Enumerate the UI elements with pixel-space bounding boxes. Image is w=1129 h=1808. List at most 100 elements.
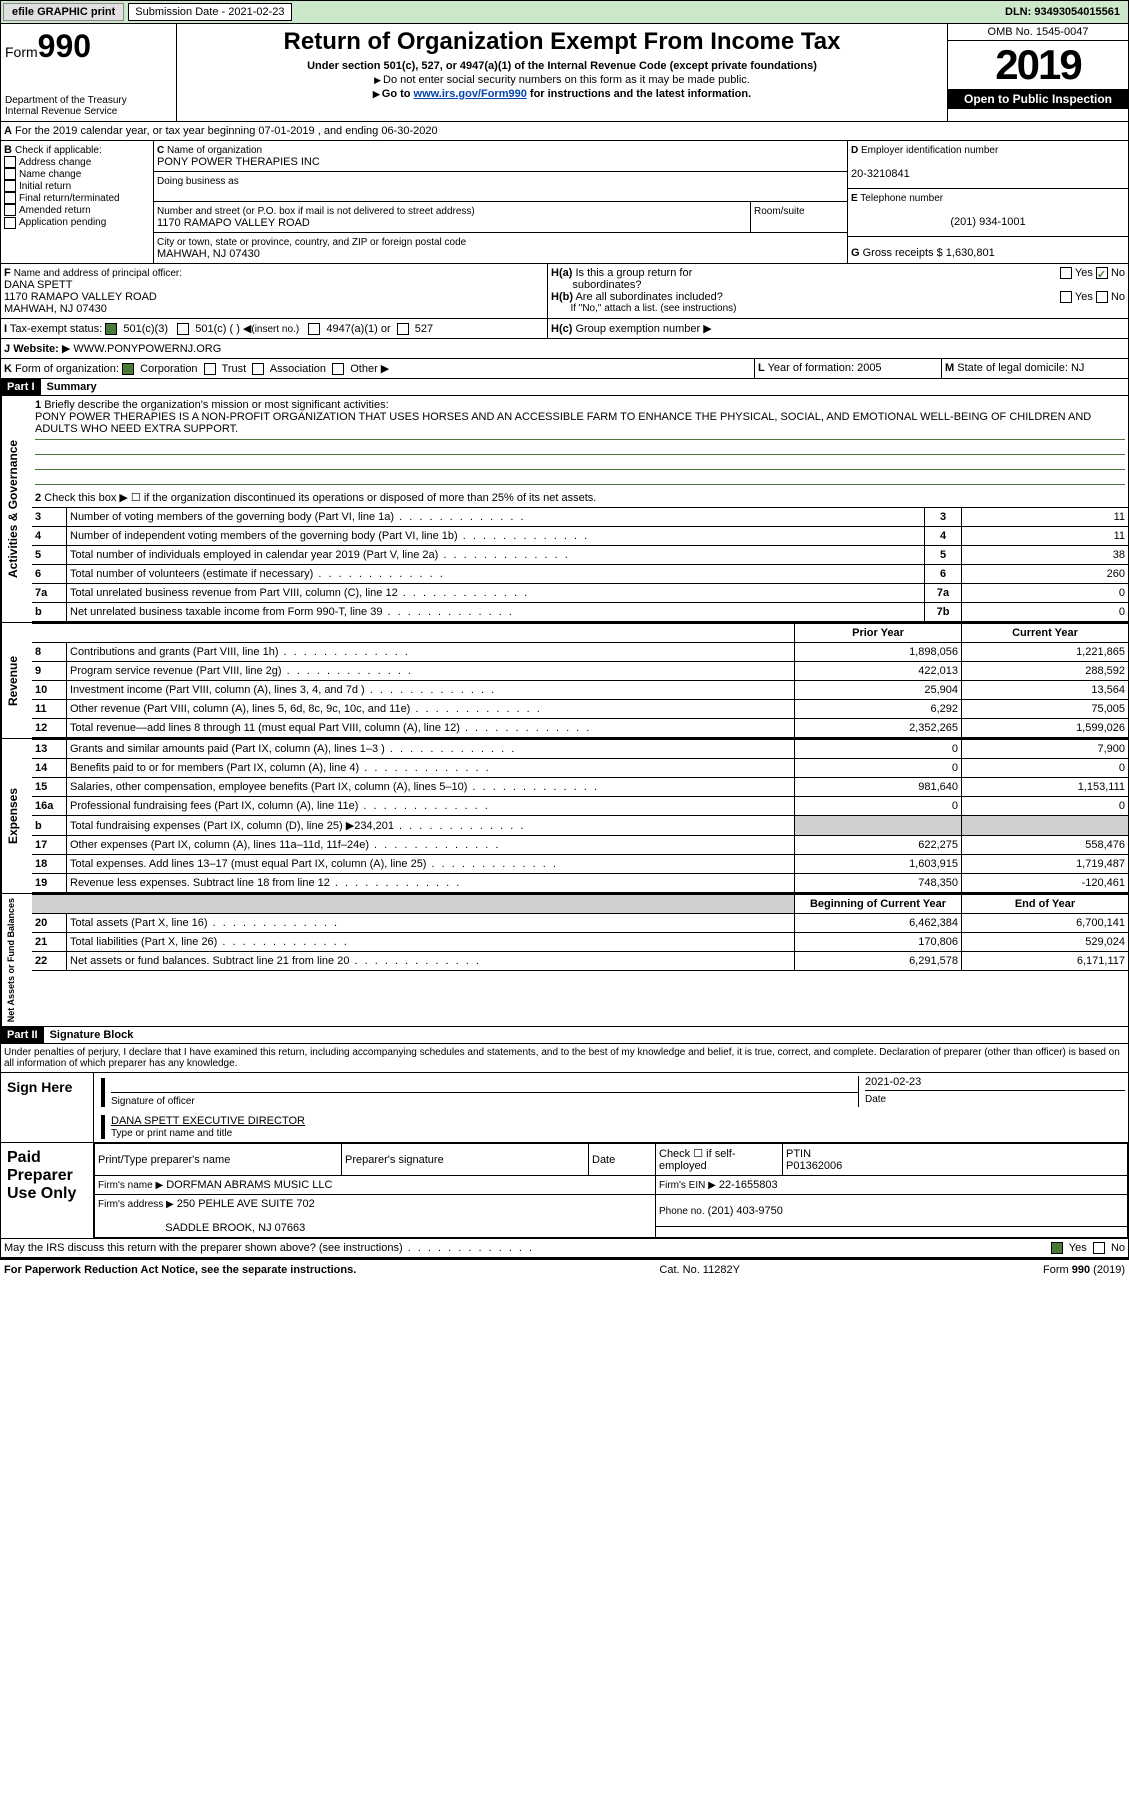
paid-preparer-block: Paid Preparer Use Only Print/Type prepar… xyxy=(0,1143,1129,1239)
officer-city: MAHWAH, NJ 07430 xyxy=(4,303,107,315)
pra-notice: For Paperwork Reduction Act Notice, see … xyxy=(4,1264,356,1276)
street-address: 1170 RAMAPO VALLEY ROAD xyxy=(157,217,310,229)
form-label: Form xyxy=(5,44,38,60)
efile-print-button[interactable]: efile GRAPHIC print xyxy=(3,3,124,21)
ein-label: Employer identification number xyxy=(861,145,998,156)
ha-text2: subordinates? xyxy=(572,279,641,291)
tax-status-label: Tax-exempt status: xyxy=(10,323,102,335)
q1: Briefly describe the organization's miss… xyxy=(44,399,388,411)
period-line: For the 2019 calendar year, or tax year … xyxy=(15,125,438,137)
prep-check: Check ☐ if self-employed xyxy=(656,1144,783,1176)
sign-here-label: Sign Here xyxy=(1,1073,94,1142)
irs-link[interactable]: www.irs.gov/Form990 xyxy=(414,88,527,100)
section-activities: Activities & Governance xyxy=(1,396,32,622)
501c: 501(c) ( ) xyxy=(195,323,240,335)
section-revenue: Revenue xyxy=(1,623,32,738)
no-label-2: No xyxy=(1111,291,1125,303)
ein-value: 20-3210841 xyxy=(851,168,910,180)
penalties-text: Under penalties of perjury, I declare th… xyxy=(1,1044,1128,1072)
prep-date-h: Date xyxy=(589,1144,656,1176)
entity-block: B Check if applicable: Address change Na… xyxy=(0,141,1129,264)
ein-val2: 22-1655803 xyxy=(719,1179,778,1191)
irs-label: Internal Revenue Service xyxy=(5,106,172,117)
hb-note: If "No," attach a list. (see instruction… xyxy=(570,303,736,314)
cat-no: Cat. No. 11282Y xyxy=(659,1264,740,1276)
phone-label: Telephone number xyxy=(860,193,943,204)
k-other: Other xyxy=(350,363,378,375)
firm-phone-label: Phone no. xyxy=(659,1206,705,1217)
phone-value: (201) 934-1001 xyxy=(851,216,1125,228)
sig-date-label: Date xyxy=(865,1094,886,1105)
part1-bar: Part I xyxy=(1,379,41,395)
return-title: Return of Organization Exempt From Incom… xyxy=(181,28,943,56)
ha-text: Is this a group return for xyxy=(575,267,692,279)
prep-name-h: Print/Type preparer's name xyxy=(95,1144,342,1176)
dba-label: Doing business as xyxy=(157,176,239,187)
ptin-label: PTIN xyxy=(786,1148,811,1160)
domicile-val: NJ xyxy=(1071,362,1084,374)
form-org-label: Form of organization: xyxy=(15,363,119,375)
omb-number: OMB No. 1545-0047 xyxy=(948,24,1128,41)
yes-label-2: Yes xyxy=(1075,291,1093,303)
gross-label: Gross receipts $ xyxy=(863,247,943,259)
subtitle-1: Under section 501(c), 527, or 4947(a)(1)… xyxy=(181,60,943,72)
paid-preparer-label: Paid Preparer Use Only xyxy=(1,1143,94,1238)
527: 527 xyxy=(415,323,433,335)
hc-text: Group exemption number xyxy=(575,323,700,335)
firm-addr-val: 250 PEHLE AVE SUITE 702 xyxy=(177,1198,315,1210)
section-expenses: Expenses xyxy=(1,739,32,893)
tax-year: 2019 xyxy=(948,41,1128,89)
open-to-public: Open to Public Inspection xyxy=(948,89,1128,109)
dept-label: Department of the Treasury xyxy=(5,95,172,106)
firm-label: Firm's name ▶ xyxy=(98,1180,163,1191)
addr-label: Number and street (or P.O. box if mail i… xyxy=(157,206,475,217)
part2-title: Signature Block xyxy=(50,1029,134,1041)
officer-addr: 1170 RAMAPO VALLEY ROAD xyxy=(4,291,157,303)
city-state-zip: MAHWAH, NJ 07430 xyxy=(157,248,260,260)
year-form-label: Year of formation: xyxy=(768,362,854,374)
b-item-2: Initial return xyxy=(19,181,71,192)
goto-prefix: Go to xyxy=(382,88,414,100)
part2-bar: Part II xyxy=(1,1027,44,1043)
501c3: 501(c)(3) xyxy=(123,323,168,335)
ptin-val: P01362006 xyxy=(786,1160,842,1172)
discuss-text: May the IRS discuss this return with the… xyxy=(4,1242,534,1254)
c-name-label: Name of organization xyxy=(167,145,262,156)
k-trust: Trust xyxy=(222,363,247,375)
footer: For Paperwork Reduction Act Notice, see … xyxy=(0,1258,1129,1280)
sig-date-val: 2021-02-23 xyxy=(865,1076,921,1088)
topbar: efile GRAPHIC print Submission Date - 20… xyxy=(0,0,1129,24)
sig-type-label: Type or print name and title xyxy=(111,1128,232,1139)
no-label: No xyxy=(1111,267,1125,279)
gross-value: 1,630,801 xyxy=(946,247,995,259)
dln: DLN: 93493054015561 xyxy=(1005,6,1126,18)
b-title: Check if applicable: xyxy=(15,145,102,156)
form-header: Form990 Department of the Treasury Inter… xyxy=(0,24,1129,122)
officer-name: DANA SPETT xyxy=(4,279,72,291)
sign-here-block: Sign Here Signature of officer 2021-02-23… xyxy=(0,1073,1129,1143)
prep-sig-h: Preparer's signature xyxy=(342,1144,589,1176)
k-corp: Corporation xyxy=(140,363,197,375)
year-form-val: 2005 xyxy=(857,362,881,374)
b-item-1: Name change xyxy=(19,169,81,180)
section-net: Net Assets or Fund Balances xyxy=(1,894,32,1026)
website-value: WWW.PONYPOWERNJ.ORG xyxy=(73,343,221,355)
sig-officer-label: Signature of officer xyxy=(111,1096,195,1107)
b-item-0: Address change xyxy=(19,157,91,168)
mission-text: PONY POWER THERAPIES IS A NON-PROFIT ORG… xyxy=(35,411,1091,435)
discuss-no: No xyxy=(1111,1242,1125,1254)
part1-title: Summary xyxy=(47,381,97,393)
website-label: Website: xyxy=(13,343,59,355)
city-label: City or town, state or province, country… xyxy=(157,237,466,248)
firm-city: SADDLE BROOK, NJ 07663 xyxy=(165,1222,305,1234)
yes-label: Yes xyxy=(1075,267,1093,279)
hb-text: Are all subordinates included? xyxy=(575,291,722,303)
subtitle-2: Do not enter social security numbers on … xyxy=(181,74,943,86)
firm-phone-val: (201) 403-9750 xyxy=(708,1205,783,1217)
goto-suffix: for instructions and the latest informat… xyxy=(527,88,751,100)
submission-date: Submission Date - 2021-02-23 xyxy=(128,3,291,21)
domicile-label: State of legal domicile: xyxy=(957,362,1068,374)
firm-val: DORFMAN ABRAMS MUSIC LLC xyxy=(166,1179,332,1191)
firm-addr-label: Firm's address ▶ xyxy=(98,1199,174,1210)
b-item-3: Final return/terminated xyxy=(19,193,120,204)
